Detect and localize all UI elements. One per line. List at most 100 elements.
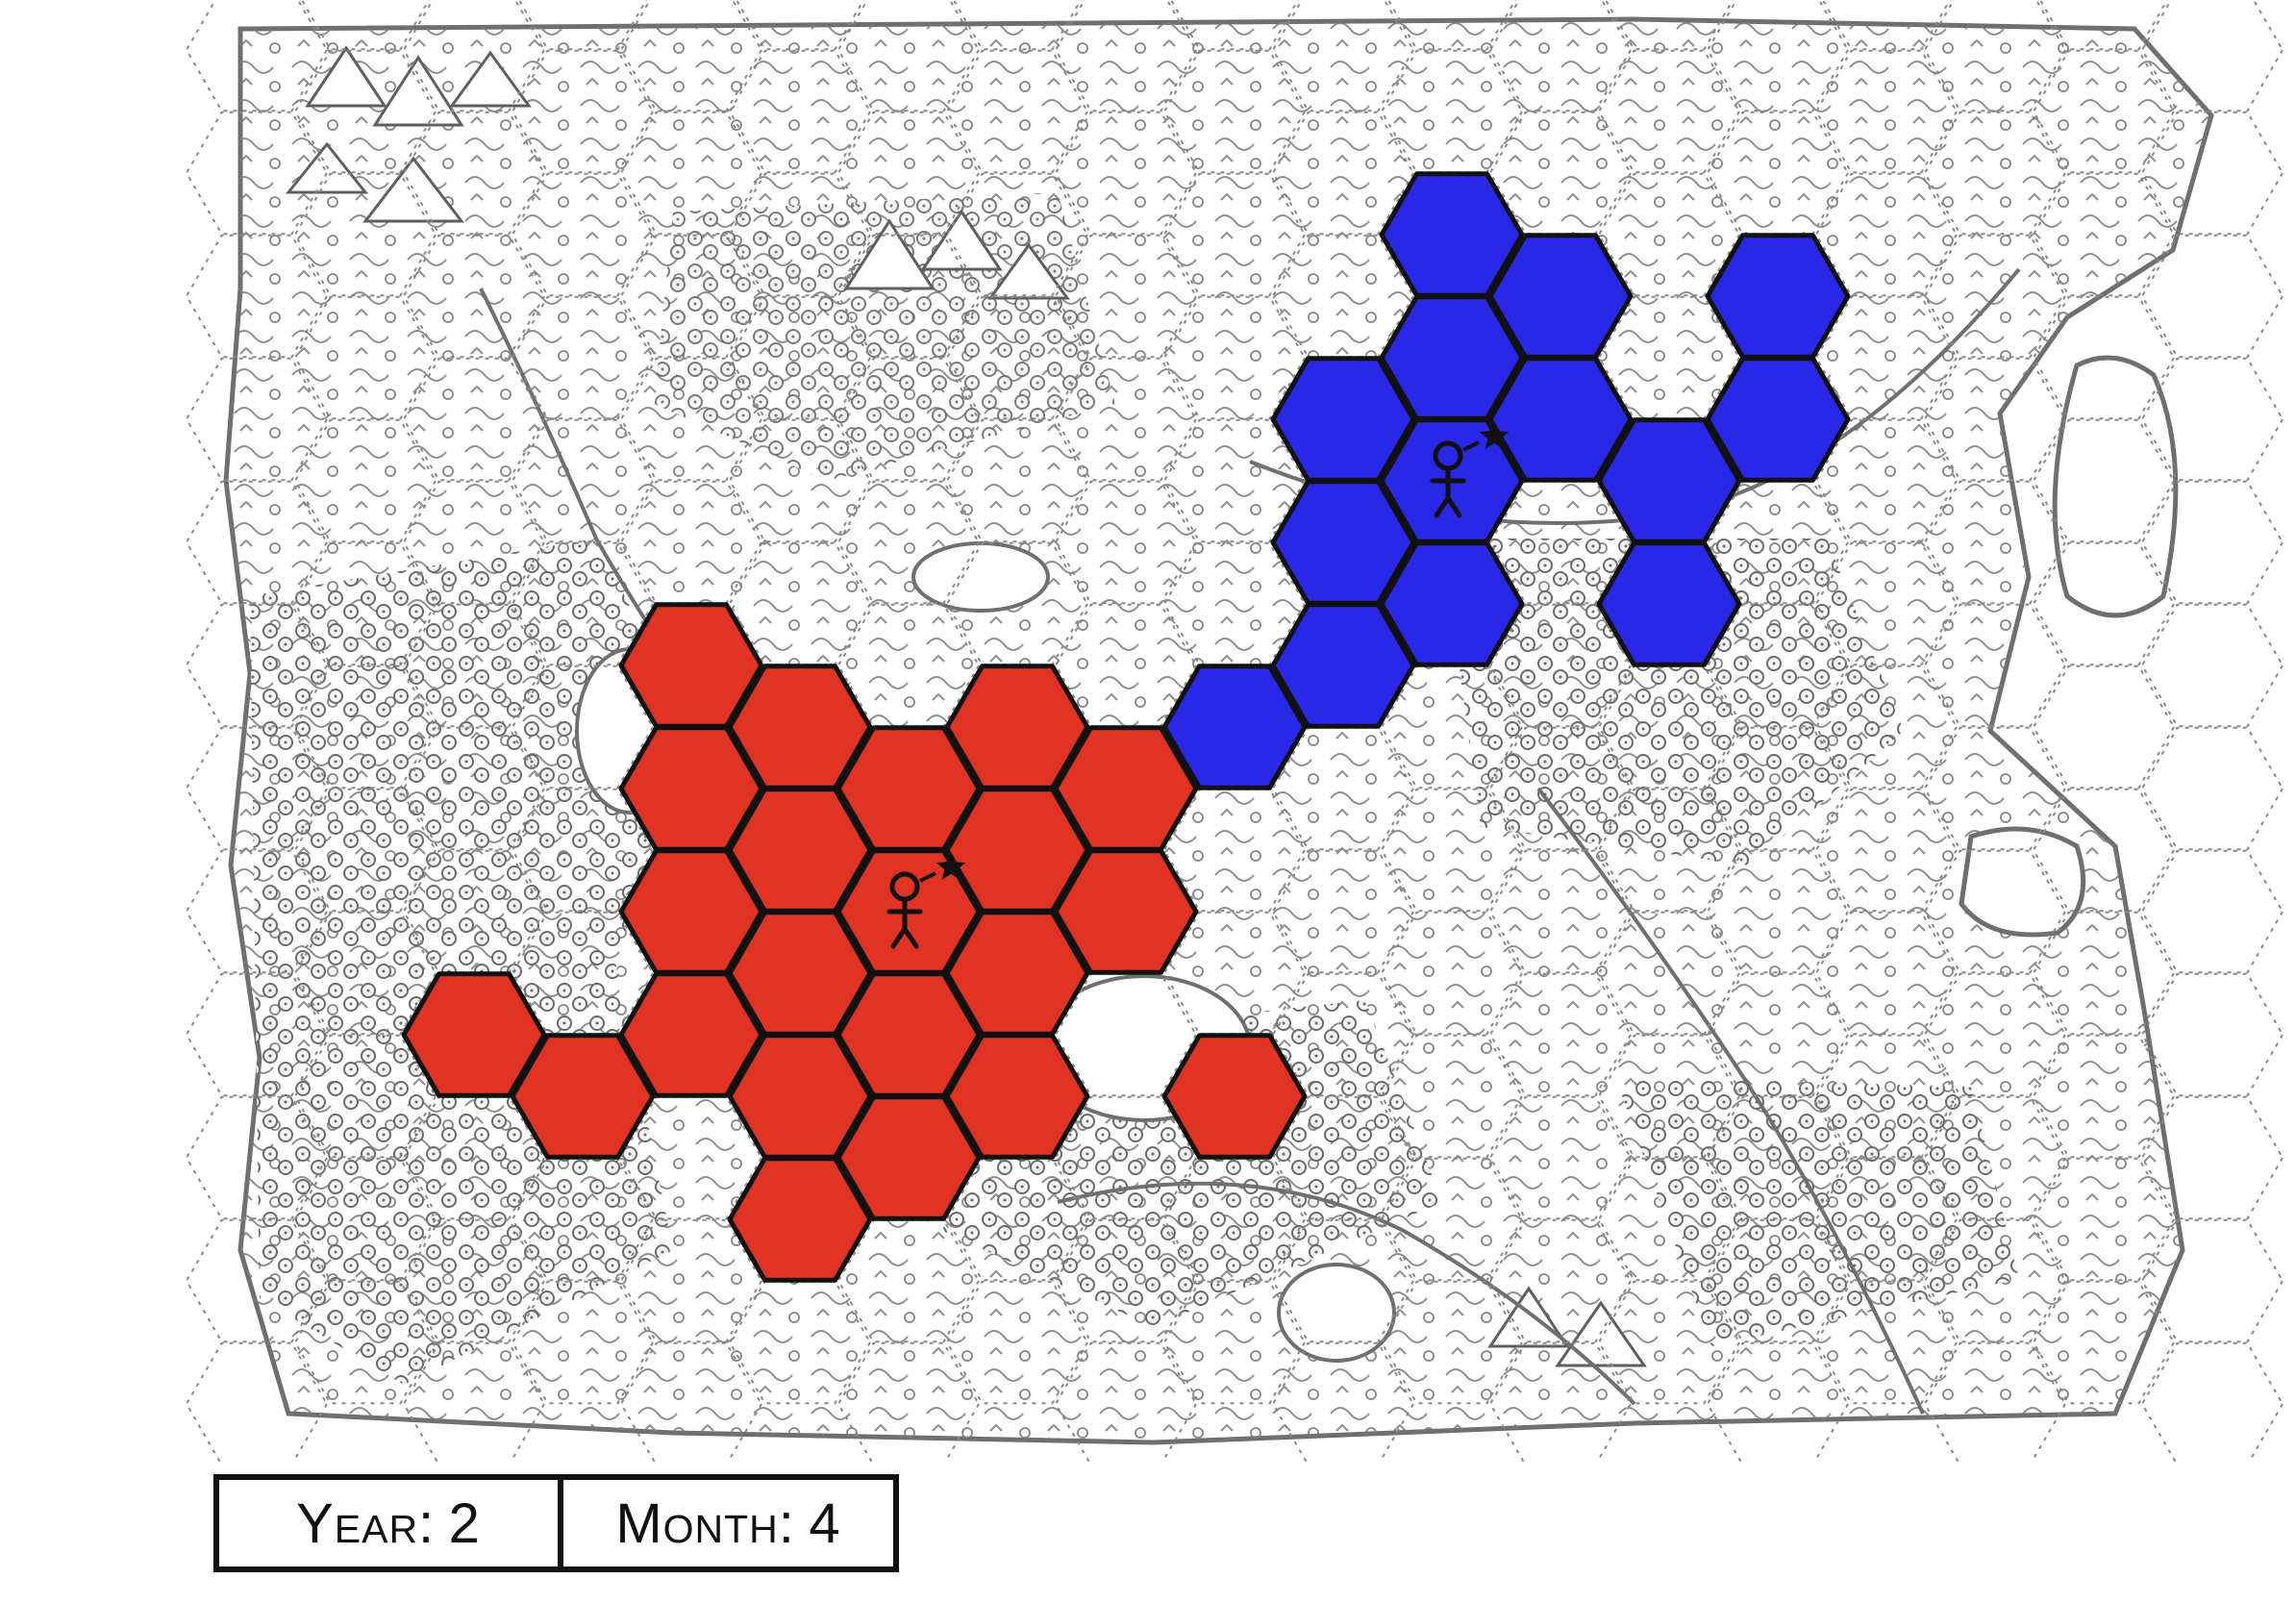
- grid-hex: [300, 0, 431, 51]
- grid-hex: [402, 111, 546, 236]
- blue-territory-hex[interactable]: [1270, 602, 1416, 729]
- person-icon: [886, 871, 923, 949]
- grid-hex: [1706, 1218, 1850, 1343]
- grid-hex: [1706, 849, 1850, 974]
- grid-hex: [1814, 541, 1959, 666]
- grid-hex: [402, 1095, 546, 1220]
- grid-hex: [1604, 0, 1734, 51]
- grid-hex: [728, 172, 872, 297]
- grid-hex: [1706, 1095, 1850, 1220]
- grid-hex: [1162, 172, 1307, 297]
- grid-hex: [293, 172, 437, 297]
- grid-hex: [2038, 0, 2169, 51]
- blue-territory-hex[interactable]: [1596, 540, 1742, 667]
- red-territory-hex[interactable]: [401, 971, 547, 1098]
- grid-hex: [1488, 1218, 1633, 1343]
- grid-hex: [1380, 788, 1524, 913]
- red-territory-hex[interactable]: [618, 971, 764, 1098]
- grid-hex: [619, 1218, 763, 1343]
- grid-hex: [2140, 1095, 2284, 1220]
- grid-hex: [1488, 726, 1633, 851]
- grid-hex: [2032, 1280, 2176, 1405]
- grid-hex: [1706, 480, 1850, 605]
- red-territory-hex[interactable]: [1053, 848, 1199, 975]
- grid-hex: [1814, 788, 1959, 913]
- grid-hex: [293, 418, 437, 543]
- red-territory-hex[interactable]: [836, 1094, 982, 1221]
- red-territory-hex[interactable]: [1161, 1033, 1308, 1160]
- marker-tick: [919, 871, 936, 883]
- grid-hex: [836, 480, 981, 605]
- islands: [1959, 355, 2179, 938]
- grid-hex: [1597, 1034, 1741, 1159]
- grid-hex: [1271, 111, 1415, 236]
- red-territory-hex[interactable]: [727, 1156, 873, 1283]
- grid-hex: [185, 1095, 329, 1220]
- red-faction-territory[interactable]: [401, 602, 1308, 1283]
- grid-hex: [1597, 788, 1741, 913]
- grid-hex: [1380, 1034, 1524, 1159]
- grid-hex: [511, 1157, 655, 1282]
- grid-hex: [1923, 357, 2067, 482]
- grid-hex: [511, 541, 655, 666]
- grid-hex: [1706, 0, 1850, 113]
- grid-hex: [185, 972, 329, 1097]
- grid-hex: [1814, 418, 1959, 543]
- grid-hex: [1271, 972, 1415, 1097]
- blue-territory-hex[interactable]: [1705, 356, 1851, 483]
- blue-faction-territory[interactable]: [1161, 171, 1851, 790]
- grid-hex: [2140, 480, 2284, 605]
- grid-hex: [619, 1095, 763, 1220]
- grid-hex: [293, 1034, 437, 1159]
- grid-hex: [293, 788, 437, 913]
- blue-territory-hex[interactable]: [1379, 540, 1525, 667]
- grid-hex: [619, 111, 763, 236]
- grid-hex: [1488, 0, 1633, 113]
- grid-hex: [728, 418, 872, 543]
- grid-hex: [1706, 726, 1850, 851]
- grid-hex: [2032, 49, 2176, 174]
- blue-territory-hex[interactable]: [1161, 664, 1308, 790]
- map-canvas[interactable]: [0, 0, 2296, 1462]
- grid-hex: [2032, 418, 2176, 543]
- grid-hex: [945, 1157, 1089, 1282]
- grid-hex: [2140, 0, 2284, 113]
- red-territory-hex[interactable]: [944, 1033, 1090, 1160]
- grid-hex: [293, 295, 437, 420]
- faction-territories[interactable]: [401, 171, 1851, 1283]
- star-icon: [1479, 421, 1510, 449]
- grid-hex: [728, 295, 872, 420]
- grid-hex: [1597, 664, 1741, 789]
- grid-hex: [1814, 172, 1959, 297]
- grid-hex: [1706, 972, 1850, 1097]
- grid-hex: [2140, 726, 2284, 851]
- grid-hex: [1169, 0, 1300, 51]
- grid-hex: [728, 1280, 872, 1405]
- blue-territory-hex[interactable]: [1487, 356, 1634, 483]
- grid-hex: [619, 357, 763, 482]
- red-territory-hex[interactable]: [510, 1033, 656, 1160]
- grid-hex: [511, 664, 655, 789]
- grid-hex: [836, 1218, 981, 1343]
- grid-hex: [1923, 972, 2067, 1097]
- grid-hex: [185, 357, 329, 482]
- grid-hex: [945, 1280, 1089, 1405]
- grid-hex: [1380, 664, 1524, 789]
- grid-hex: [1271, 726, 1415, 851]
- grid-hex: [2140, 603, 2284, 728]
- date-status-panel: Year: 2 Month: 4: [213, 1474, 899, 1572]
- grid-hex: [1488, 849, 1633, 974]
- person-icon: [1430, 440, 1466, 518]
- grid-hex: [836, 234, 981, 359]
- grid-hex: [1054, 480, 1198, 605]
- grid-hex: [2140, 357, 2284, 482]
- grid-hex: [2032, 788, 2176, 913]
- year-value: 2: [448, 1491, 481, 1555]
- grid-hex: [945, 295, 1089, 420]
- grid-hex: [185, 0, 329, 113]
- grid-hex: [1054, 1095, 1198, 1220]
- grid-hex: [2140, 111, 2284, 236]
- grid-hex: [1923, 1218, 2067, 1343]
- grid-hex: [1271, 0, 1415, 113]
